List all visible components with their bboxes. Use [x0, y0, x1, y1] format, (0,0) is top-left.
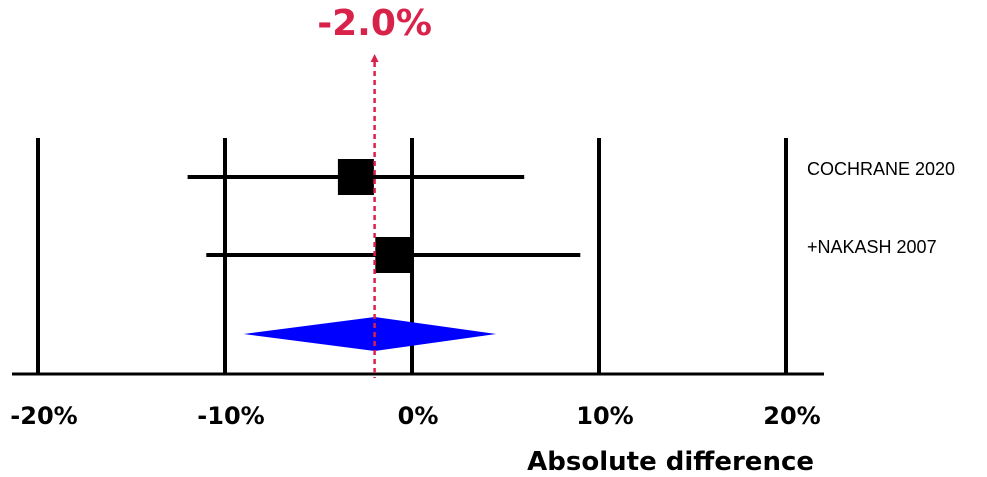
x-tick-label: 0%: [398, 402, 439, 430]
pooled-arrow-icon: [370, 54, 379, 62]
study-rows: [187, 159, 581, 273]
x-tick-label: -20%: [10, 402, 77, 430]
study-label: COCHRANE 2020: [807, 159, 955, 179]
study-labels: COCHRANE 2020 +NAKASH 2007: [807, 159, 955, 257]
x-tick-labels: -20% -10% 0% 10% 20%: [10, 402, 820, 430]
pooled-estimate-label: -2.0%: [317, 3, 432, 44]
study-label: +NAKASH 2007: [807, 237, 937, 257]
x-tick-label: -10%: [197, 402, 264, 430]
x-tick-label: 20%: [763, 402, 820, 430]
pooled-diamond: [243, 317, 497, 351]
x-tick-label: 10%: [576, 402, 633, 430]
study-estimate-marker: [337, 159, 374, 195]
study-estimate-marker: [375, 237, 412, 273]
x-axis-title: Absolute difference: [527, 447, 814, 477]
